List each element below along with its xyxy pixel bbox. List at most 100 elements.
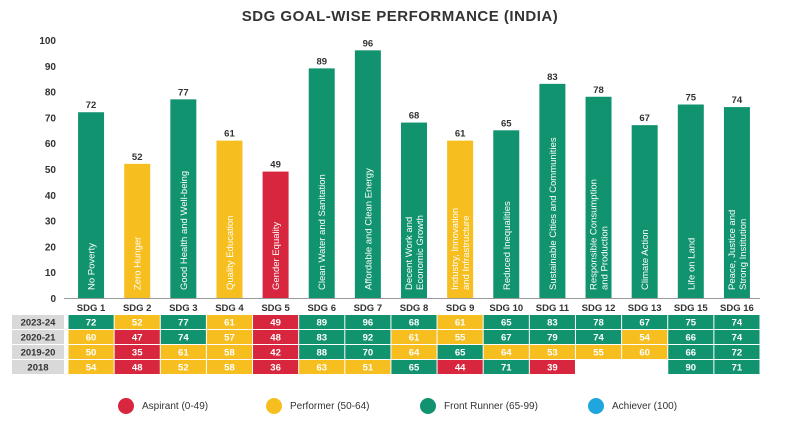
bar-value-label: 78 bbox=[593, 85, 604, 96]
bar-value-label: 61 bbox=[455, 129, 466, 140]
table-cell-value: 72 bbox=[86, 318, 97, 329]
bar-sdg-11 bbox=[539, 83, 566, 298]
table-cell-value: 52 bbox=[178, 363, 189, 374]
table-cell bbox=[483, 360, 529, 374]
goal-name-label: Strong Institution bbox=[738, 219, 749, 290]
table-cell-value: 39 bbox=[547, 363, 558, 374]
bar-value-label: 61 bbox=[224, 129, 235, 140]
bar-value-label: 72 bbox=[86, 100, 97, 111]
table-cell-value: 65 bbox=[455, 348, 466, 359]
table-year-label: 2018 bbox=[27, 363, 48, 374]
table-cell bbox=[299, 330, 345, 344]
y-tick-label: 70 bbox=[45, 113, 57, 124]
legend-item-performer: Performer (50-64) bbox=[266, 396, 369, 416]
table-cell bbox=[160, 315, 206, 329]
table-cell bbox=[575, 330, 622, 344]
table-cell bbox=[206, 315, 253, 329]
table-cell bbox=[437, 315, 483, 329]
legend: Aspirant (0-49) Performer (50-64) Front Ru… bbox=[0, 396, 800, 420]
y-tick-label: 40 bbox=[45, 191, 57, 202]
table-cell-value: 64 bbox=[501, 348, 512, 359]
table-year-cell bbox=[12, 315, 64, 329]
table-year-cell bbox=[12, 360, 64, 374]
table-cell bbox=[575, 315, 622, 329]
table-cell-value: 72 bbox=[732, 348, 743, 359]
y-tick-label: 0 bbox=[50, 294, 56, 305]
table-cell-value: 74 bbox=[178, 333, 189, 344]
table-cell-value: 55 bbox=[455, 333, 466, 344]
bar-sdg-12 bbox=[585, 96, 612, 298]
goal-name-label: No Poverty bbox=[87, 243, 98, 290]
table-year-label: 2023-24 bbox=[21, 318, 57, 329]
x-tick-label: SDG 3 bbox=[169, 303, 198, 314]
table-cell bbox=[253, 330, 299, 344]
table-cell bbox=[622, 345, 668, 359]
table-cell bbox=[299, 345, 345, 359]
table-cell bbox=[253, 360, 299, 374]
table-cell-value: 61 bbox=[455, 318, 466, 329]
table-cell-value: 71 bbox=[732, 363, 743, 374]
x-tick-label: SDG 6 bbox=[307, 303, 336, 314]
legend-item-aspirant: Aspirant (0-49) bbox=[118, 396, 208, 416]
table-cell bbox=[68, 315, 114, 329]
table-cell bbox=[253, 345, 299, 359]
table-cell-value: 74 bbox=[732, 333, 743, 344]
table-cell-value: 83 bbox=[547, 318, 558, 329]
table-cell-value: 64 bbox=[409, 348, 420, 359]
bar-sdg-6 bbox=[308, 68, 335, 298]
bar-sdg-1 bbox=[78, 112, 105, 299]
bar-value-label: 68 bbox=[409, 111, 420, 122]
bar-sdg-10 bbox=[493, 130, 520, 298]
table-cell bbox=[622, 330, 668, 344]
bar-value-label: 49 bbox=[270, 160, 281, 171]
goal-name-label: Zero Hunger bbox=[133, 237, 144, 290]
table-cell-value: 65 bbox=[409, 363, 420, 374]
table-cell bbox=[114, 345, 160, 359]
table-cell-value: 61 bbox=[409, 333, 420, 344]
x-tick-label: SDG 12 bbox=[582, 303, 616, 314]
table-cell-value: 65 bbox=[501, 318, 512, 329]
bar-value-label: 67 bbox=[639, 113, 650, 124]
bar-value-label: 89 bbox=[316, 56, 327, 67]
table-cell bbox=[529, 360, 575, 374]
x-tick-label: SDG 1 bbox=[77, 303, 106, 314]
bar-value-label: 65 bbox=[501, 118, 512, 129]
table-cell bbox=[345, 360, 391, 374]
table-cell bbox=[206, 360, 253, 374]
table-cell-value: 77 bbox=[178, 318, 189, 329]
table-cell-value: 58 bbox=[224, 348, 235, 359]
x-tick-label: SDG 7 bbox=[354, 303, 383, 314]
table-cell-value: 60 bbox=[639, 348, 650, 359]
table-cell-value: 50 bbox=[86, 348, 97, 359]
sdg-performance-chart: 0 10 20 30 40 50 60 70 80 90 100 72 No Poverty 52 Zero… bbox=[12, 36, 760, 374]
table-cell bbox=[483, 315, 529, 329]
goal-name-label: Peace, Justice and bbox=[727, 210, 738, 290]
table-cell-value: 70 bbox=[363, 348, 374, 359]
table-cell bbox=[160, 345, 206, 359]
table-cell bbox=[437, 360, 483, 374]
table-cell bbox=[437, 330, 483, 344]
table-cell bbox=[391, 345, 437, 359]
x-tick-label: SDG 2 bbox=[123, 303, 152, 314]
goal-name-label: Gender Equality bbox=[271, 222, 282, 290]
table-cell-value: 57 bbox=[224, 333, 235, 344]
legend-label: Performer (50-64) bbox=[290, 400, 370, 412]
table-cell bbox=[345, 345, 391, 359]
table-cell bbox=[299, 360, 345, 374]
table-cell-value: 67 bbox=[501, 333, 512, 344]
bar-sdg-2 bbox=[124, 163, 151, 298]
table-cell-value: 54 bbox=[86, 363, 97, 374]
table-cell bbox=[299, 315, 345, 329]
table-cell bbox=[622, 315, 668, 329]
bar-sdg-8 bbox=[401, 122, 427, 298]
table-cell-value: 79 bbox=[547, 333, 558, 344]
y-tick-label: 10 bbox=[45, 268, 57, 279]
goal-name-label: Responsible Consumption bbox=[589, 179, 600, 290]
table-cell-value: 90 bbox=[686, 363, 697, 374]
goal-name-label: and Infrastructure bbox=[461, 216, 472, 290]
table-cell bbox=[206, 345, 253, 359]
table-cell-value: 96 bbox=[363, 318, 374, 329]
bar-value-label: 77 bbox=[178, 87, 189, 98]
bar-sdg-9 bbox=[447, 140, 474, 298]
goal-name-label: Sustainable Cities and Communities bbox=[548, 137, 559, 290]
